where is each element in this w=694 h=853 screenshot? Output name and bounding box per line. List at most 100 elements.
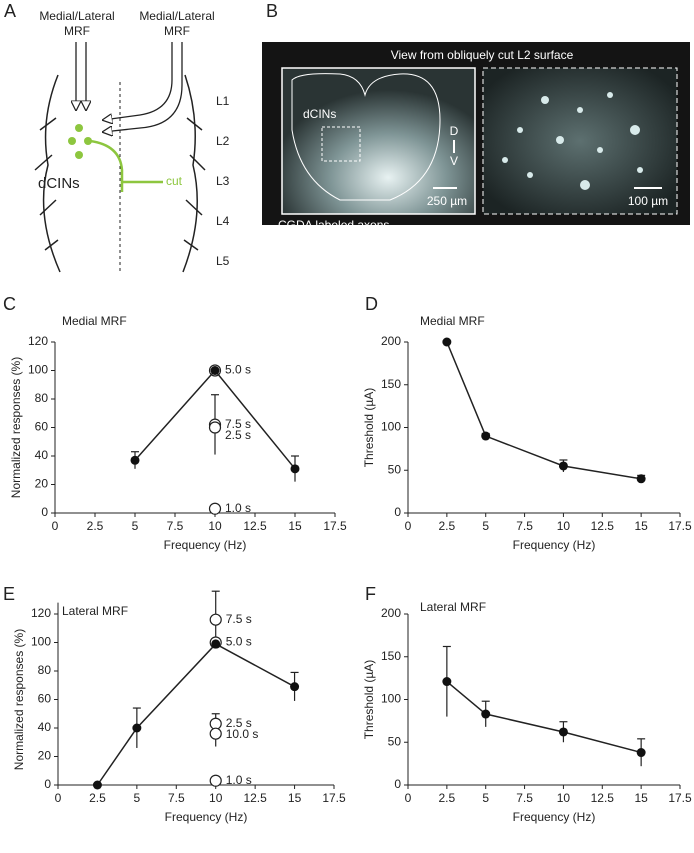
y-tick-label: 200 [381,334,401,348]
cut-label: cut [166,174,183,188]
image-caption: CGDA labeled axons [278,218,389,232]
x-tick-label: 10 [208,519,222,533]
data-line [446,341,642,480]
x-tick-label: 12.5 [591,519,615,533]
point-label: 10.0 s [226,727,259,741]
point [636,474,646,484]
x-tick-label: 15 [634,791,648,805]
y-tick-label: 40 [38,720,52,734]
x-tick-label: 5 [134,791,141,805]
y-tick-label: 60 [38,692,52,706]
y-tick-label: 0 [44,777,51,791]
x-tick-label: 12.5 [591,791,615,805]
point-label: 1.0 s [226,773,252,787]
x-tick-label: 17.5 [668,519,692,533]
x-tick-label: 7.5 [168,791,185,805]
point [290,464,300,474]
x-tick-label: 10 [557,519,571,533]
x-tick-label: 10 [209,791,223,805]
y-tick-label: 150 [381,377,401,391]
y-tick-label: 40 [35,448,49,462]
y-tick-label: 0 [394,505,401,519]
x-axis-label: Frequency (Hz) [513,810,596,824]
cells-label: dCINs [303,107,336,121]
panel-letter: A [4,1,16,21]
y-tick-label: 200 [381,606,401,620]
panel-letter: C [3,294,16,314]
y-tick-label: 80 [38,663,52,677]
orientation: D [450,124,459,138]
panel-letter: B [266,1,278,21]
point [130,455,140,465]
inset-box [321,126,361,162]
x-tick-label: 17.5 [668,791,692,805]
cord-outline [291,73,441,201]
y-tick-label: 20 [38,749,52,763]
point [636,748,646,758]
x-tick-label: 15 [634,519,648,533]
x-tick-label: 2.5 [439,791,456,805]
y-tick-label: 60 [35,420,49,434]
x-tick-label: 5 [482,519,489,533]
point-label: 2.5 s [225,428,251,442]
y-tick-label: 150 [381,649,401,663]
x-tick-label: 10 [557,791,571,805]
level-label: L1 [216,94,230,108]
panel-letter: F [365,584,376,604]
x-tick-label: 5 [132,519,139,533]
y-tick-label: 0 [394,777,401,791]
chart-title: Medial MRF [62,314,127,328]
x-axis-label: Frequency (Hz) [164,538,247,552]
data-line [446,680,642,754]
point-label: 1.0 s [225,501,251,515]
y-axis-label: Threshold (µA) [362,388,376,468]
chart-title: Lateral MRF [420,600,486,614]
cut-axon [89,139,163,192]
y-tick-label: 100 [381,420,401,434]
x-tick-label: 2.5 [439,519,456,533]
x-tick-label: 7.5 [167,519,184,533]
level-label: L3 [216,174,230,188]
point [132,723,142,733]
y-axis-label: Normalized responses (%) [12,629,26,770]
x-tick-label: 0 [405,519,412,533]
x-tick-label: 2.5 [87,519,104,533]
cell-dots [68,124,92,159]
point [558,461,568,471]
open-point [208,421,222,434]
pathway-arrows [76,42,183,132]
section-image [281,67,476,215]
x-tick-label: 15 [288,519,302,533]
chart-title: Medial MRF [420,314,485,328]
x-tick-label: 17.5 [322,791,346,805]
point-label: 5.0 s [226,635,252,649]
source-label: Medial/Lateral [39,9,114,23]
panel-letter: D [365,294,378,314]
point-label: 5.0 s [225,363,251,377]
open-point [208,502,222,515]
x-tick-label: 0 [55,791,62,805]
point-label: 7.5 s [226,612,252,626]
y-tick-label: 50 [388,734,402,748]
panel-letter: E [3,584,15,604]
level-label: L4 [216,214,230,228]
point [210,366,220,375]
point [290,682,300,692]
y-tick-label: 0 [41,505,48,519]
level-label: L5 [216,254,230,268]
x-tick-label: 7.5 [516,519,533,533]
y-tick-label: 80 [35,391,49,405]
point [442,337,452,347]
y-tick-label: 50 [388,462,402,476]
y-tick-label: 120 [28,334,48,348]
y-tick-label: 100 [31,635,51,649]
scale-label: 100 µm [628,194,668,208]
cell-blobs [502,92,643,190]
x-tick-label: 2.5 [89,791,106,805]
scale-label: 250 µm [427,194,467,208]
open-point [209,613,222,626]
y-tick-label: 20 [35,477,49,491]
y-tick-label: 100 [381,692,401,706]
x-tick-label: 0 [52,519,59,533]
